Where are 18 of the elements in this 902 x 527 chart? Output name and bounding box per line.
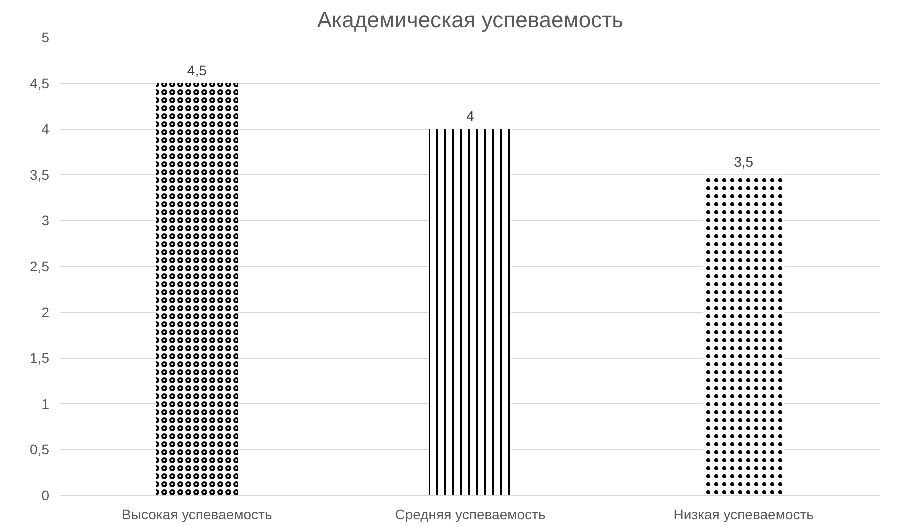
data-label: 4,5	[187, 62, 208, 78]
data-label: 4	[466, 108, 475, 124]
y-tick-label: 4,5	[30, 75, 50, 92]
y-tick-label: 4	[42, 121, 50, 138]
y-tick-label: 1,5	[30, 350, 50, 366]
y-tick-label: 3,5	[30, 166, 50, 183]
y-tick-label: 5	[42, 30, 50, 46]
y-tick-label: 0	[42, 488, 50, 504]
y-tick-label: 0,5	[30, 442, 50, 458]
y-tick-label: 2,5	[30, 258, 50, 274]
y-tick-label: 3	[42, 212, 50, 229]
y-tick-label: 1	[42, 396, 50, 412]
x-tick-label: Средняя успеваемость	[395, 506, 546, 522]
x-tick-label: Низкая успеваемость	[674, 506, 814, 522]
chart-title: Академическая успеваемость	[317, 8, 624, 32]
y-tick-label: 2	[42, 304, 50, 320]
data-label: 3,5	[734, 154, 754, 170]
x-tick-label: Высокая успеваемость	[122, 506, 272, 522]
